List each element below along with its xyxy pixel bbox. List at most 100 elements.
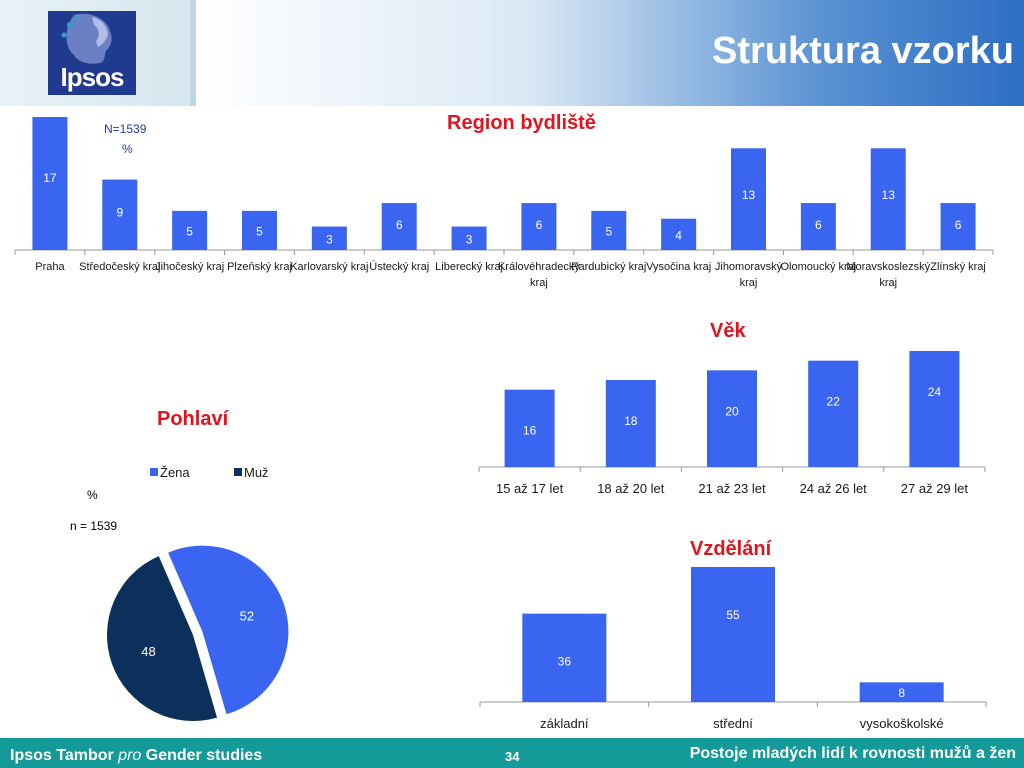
- age-chart: 16 15 až 17 let 18 18 až 20 let 20 21 až 23 l…: [478, 351, 986, 496]
- age-category-label: 18 až 20 let: [597, 481, 665, 496]
- education-category-label: základní: [540, 716, 589, 731]
- region-data-label: 3: [466, 232, 473, 246]
- region-bar: [102, 179, 138, 250]
- region-data-label: 5: [186, 224, 193, 238]
- region-bar: [591, 210, 627, 250]
- region-category-label: Jihočeský kraj: [155, 261, 224, 273]
- age-data-label: 24: [928, 385, 942, 399]
- education-chart-title: Vzdělání: [690, 538, 772, 560]
- region-category-label: Pardubický kraj: [571, 261, 646, 273]
- region-category-label: Středočeský kraj: [79, 261, 160, 273]
- region-bar: [311, 226, 347, 250]
- age-bar: [909, 351, 960, 467]
- region-data-label: 17: [43, 171, 57, 185]
- region-data-label: 6: [815, 218, 822, 232]
- footer-brand-italic: pro: [118, 747, 142, 764]
- age-category-label: 21 až 23 let: [698, 481, 766, 496]
- title-band: Struktura vzorku: [196, 0, 1024, 106]
- gender-n-note: n = 1539: [70, 519, 118, 533]
- region-category-label: Plzeňský kraj: [227, 261, 292, 273]
- education-data-label: 36: [558, 655, 572, 669]
- footer-brand: Ipsos Tambor: [10, 747, 119, 764]
- education-data-label: 8: [898, 686, 905, 700]
- region-n-note: N=1539: [104, 122, 147, 136]
- region-bar: [451, 226, 487, 250]
- footer-left-text: Ipsos Tambor pro Gender studies: [10, 747, 262, 765]
- footer-brand-suffix: Gender studies: [141, 747, 263, 764]
- region-category-label: Moravskoslezský: [846, 261, 930, 273]
- region-category-label: Zlínský kraj: [930, 261, 986, 273]
- age-data-label: 18: [624, 414, 638, 428]
- region-category-label: Praha: [35, 261, 65, 273]
- region-bar: [731, 148, 766, 250]
- region-bar: [521, 203, 557, 250]
- region-category-label: Liberecký kraj: [435, 261, 503, 273]
- region-data-label: 13: [882, 188, 896, 202]
- gender-legend-swatch: [150, 468, 158, 476]
- logo-text: Ipsos: [60, 62, 125, 92]
- region-chart-title: Region bydliště: [447, 112, 596, 134]
- age-data-label: 22: [827, 395, 841, 409]
- gender-percent-note: %: [87, 488, 98, 502]
- region-bar: [940, 203, 976, 250]
- gender-legend-swatch: [234, 468, 242, 476]
- region-category-label: Vysočina kraj: [646, 261, 711, 273]
- age-data-label: 16: [523, 424, 537, 438]
- gender-pie-label: 52: [240, 609, 254, 624]
- region-bar: [800, 203, 836, 250]
- logo-panel: Ipsos: [0, 0, 190, 106]
- age-bar: [707, 370, 757, 467]
- footer: Ipsos Tambor pro Gender studies 34 Posto…: [0, 738, 1024, 768]
- age-bar: [504, 389, 555, 467]
- region-data-label: 6: [396, 218, 403, 232]
- education-category-label: střední: [713, 716, 753, 731]
- region-category-label: Královéhradecký: [498, 261, 580, 273]
- header-divider: [190, 0, 196, 106]
- gender-pie-chart: Žena Muž 52 48: [106, 465, 289, 722]
- region-data-label: 5: [256, 224, 263, 238]
- region-data-label: 5: [605, 224, 612, 238]
- gender-legend-label: Muž: [244, 465, 269, 480]
- region-percent-note: %: [122, 142, 133, 156]
- region-category-label: kraj: [740, 277, 758, 289]
- gender-pie-slice: [106, 556, 218, 722]
- page-title: Struktura vzorku: [712, 30, 1014, 72]
- age-bar: [605, 380, 656, 467]
- region-category-label: kraj: [879, 277, 897, 289]
- region-category-label: Olomoucký kraj: [780, 261, 856, 273]
- region-data-label: 4: [675, 228, 682, 242]
- region-data-label: 13: [742, 188, 756, 202]
- age-category-label: 15 až 17 let: [496, 481, 564, 496]
- gender-chart-title: Pohlaví: [157, 408, 229, 430]
- region-category-label: Jihomoravský: [715, 261, 783, 273]
- region-data-label: 6: [536, 218, 543, 232]
- ipsos-logo: Ipsos: [48, 11, 136, 95]
- header: Ipsos Struktura vzorku: [0, 0, 1024, 106]
- region-category-label: Ústecký kraj: [369, 260, 429, 273]
- age-bar: [808, 360, 859, 467]
- region-data-label: 3: [326, 232, 333, 246]
- age-data-label: 20: [725, 404, 739, 418]
- page-number: 34: [505, 749, 520, 764]
- logo-profile-icon: [61, 13, 112, 64]
- region-category-label: Karlovarský kraj: [290, 261, 368, 273]
- age-category-label: 27 až 29 let: [901, 481, 969, 496]
- gender-legend-label: Žena: [160, 465, 190, 480]
- education-bar: [691, 567, 775, 702]
- region-data-label: 6: [955, 218, 962, 232]
- region-bar: [661, 218, 697, 250]
- region-bar: [172, 210, 208, 250]
- education-data-label: 55: [726, 608, 740, 622]
- region-data-label: 9: [116, 205, 123, 219]
- age-chart-title: Věk: [710, 320, 746, 342]
- education-category-label: vysokoškolské: [860, 716, 944, 731]
- region-category-label: kraj: [530, 277, 548, 289]
- education-bar: [859, 682, 944, 702]
- region-chart: 17 Praha 9 Středočeský kraj 5 Jihočeský kraj 5…: [14, 117, 994, 289]
- gender-pie-label: 48: [141, 644, 155, 659]
- region-bar: [381, 203, 417, 250]
- education-chart: 36 základní 55 střední 8 vysokoškolské: [479, 567, 987, 731]
- gender-pie-slice: [168, 545, 289, 715]
- region-bar: [32, 117, 68, 250]
- education-bar: [522, 613, 607, 702]
